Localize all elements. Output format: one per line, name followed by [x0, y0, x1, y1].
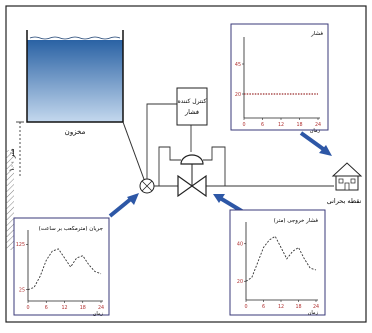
outlet-pressure-chart-panel — [230, 210, 325, 315]
arrows — [110, 133, 332, 216]
height-dimension: ۱۰۰ متر — [8, 122, 24, 178]
chart-title: فشار — [310, 31, 323, 37]
tank-outlet-pipe — [123, 122, 145, 182]
x-tick-label: 6 — [45, 305, 48, 311]
arrow-to-house — [301, 133, 326, 151]
x-tick-label: 12 — [61, 305, 67, 311]
x-axis-label: زمان — [308, 310, 319, 316]
chart-title: جریان (مترمکعب بر ساعت) — [39, 225, 103, 232]
critical-point-label: نقطه بحرانی — [327, 197, 362, 205]
pressure-controller: کنترل کننده فشار — [177, 88, 207, 125]
arrow-to-meter — [110, 198, 132, 216]
y-tick-label: 20 — [235, 92, 241, 98]
house-icon — [333, 163, 361, 190]
controller-line1: کنترل کننده — [178, 98, 207, 105]
y-tick-label: 40 — [237, 242, 243, 248]
water-surface — [30, 37, 120, 39]
x-tick-label: 6 — [262, 304, 265, 310]
x-tick-label: 18 — [295, 304, 301, 310]
valve-actuator — [181, 155, 203, 164]
controller-line2: فشار — [184, 108, 199, 116]
y-tick-label: 20 — [237, 279, 243, 285]
x-tick-label: 12 — [278, 304, 284, 310]
control-valve-icon — [178, 155, 206, 196]
y-tick-label: 45 — [235, 62, 241, 68]
x-tick-label: 6 — [261, 122, 264, 128]
flow-meter-icon — [140, 179, 154, 193]
y-tick-label: 25 — [19, 287, 25, 293]
tank-water — [27, 40, 123, 122]
x-tick-label: 0 — [26, 305, 29, 311]
x-tick-label: 18 — [296, 122, 302, 128]
height-label: ۱۰۰ متر — [8, 148, 16, 171]
water-tank: مخزون — [27, 30, 123, 136]
x-tick-label: 12 — [278, 122, 284, 128]
tank-label: مخزون — [65, 128, 86, 136]
chart-title: فشار خروجی (متر) — [274, 218, 319, 224]
x-axis-label: زمان — [310, 128, 321, 134]
x-tick-label: 0 — [244, 304, 247, 310]
y-tick-label: 125 — [16, 242, 25, 248]
x-axis-label: زمان — [93, 311, 104, 317]
x-tick-label: 0 — [242, 122, 245, 128]
x-tick-label: 18 — [80, 305, 86, 311]
pressure-chart-panel — [231, 24, 328, 130]
